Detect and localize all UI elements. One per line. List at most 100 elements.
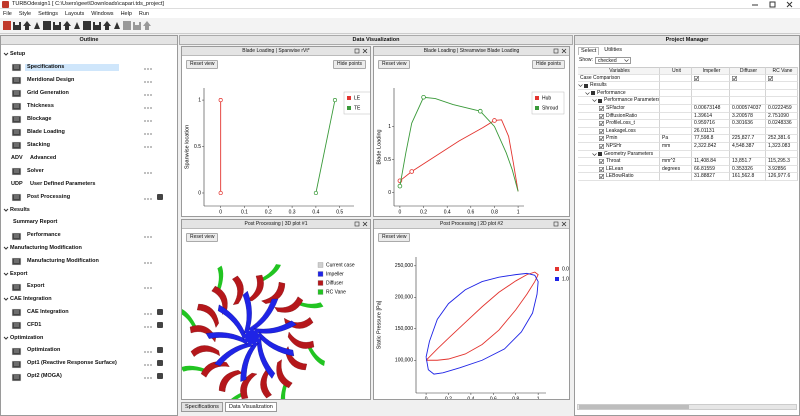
item-menu[interactable] xyxy=(144,197,152,201)
tree-item[interactable]: Thickness xyxy=(1,100,177,113)
checkbox[interactable] xyxy=(599,121,604,127)
item-menu[interactable] xyxy=(144,312,152,316)
checkbox[interactable] xyxy=(768,75,773,81)
item-menu[interactable] xyxy=(144,145,152,149)
toolbar-button[interactable] xyxy=(123,21,131,30)
menu-item[interactable]: Run xyxy=(138,10,149,17)
tree-item[interactable]: Opt1 (Reactive Response Surface) xyxy=(1,357,177,370)
section-header[interactable]: Optimization xyxy=(1,332,177,345)
item-menu[interactable] xyxy=(144,376,152,380)
item-menu[interactable] xyxy=(144,132,152,136)
checkbox[interactable] xyxy=(599,159,604,165)
section-header[interactable]: CAE Integration xyxy=(1,293,177,306)
item-menu[interactable] xyxy=(144,350,152,354)
close-button[interactable] xyxy=(561,48,567,54)
tree-item[interactable]: CFD1 xyxy=(1,319,177,332)
tree-item[interactable]: Meridional Design xyxy=(1,74,177,87)
toolbar-button[interactable] xyxy=(93,22,101,30)
expander[interactable] xyxy=(585,91,590,96)
filter-select[interactable]: checked xyxy=(595,57,631,64)
toolbar-button[interactable] xyxy=(13,22,21,30)
float-button[interactable] xyxy=(354,221,360,227)
item-menu[interactable] xyxy=(144,93,152,97)
toolbar-button[interactable] xyxy=(103,21,111,30)
button[interactable]: Reset view xyxy=(378,60,411,69)
close-button[interactable] xyxy=(786,1,793,8)
button[interactable]: Hide points xyxy=(332,60,366,69)
tree-item[interactable]: Manufacturing Modification xyxy=(1,255,177,268)
item-menu[interactable] xyxy=(144,67,152,71)
item-tool[interactable] xyxy=(157,321,163,328)
section-header[interactable]: Setup xyxy=(1,48,177,61)
tree-item[interactable]: Specifications xyxy=(1,61,177,74)
tab[interactable]: Utilities xyxy=(604,47,623,53)
menu-item[interactable]: Settings xyxy=(38,10,58,17)
scroll-thumb[interactable] xyxy=(579,405,689,409)
checkbox[interactable] xyxy=(694,75,699,81)
item-tool[interactable] xyxy=(157,347,163,353)
toolbar-button[interactable] xyxy=(143,21,151,30)
tree-item[interactable]: Optimization xyxy=(1,344,177,357)
toolbar-button[interactable] xyxy=(114,22,120,29)
close-button[interactable] xyxy=(561,221,567,227)
item-menu[interactable] xyxy=(144,261,152,265)
tree-item[interactable]: Post Processing xyxy=(1,191,177,204)
item-menu[interactable] xyxy=(144,235,152,239)
float-button[interactable] xyxy=(553,48,559,54)
checkbox[interactable] xyxy=(599,106,604,111)
tree-item[interactable]: ADV Advanced xyxy=(1,152,177,165)
button[interactable]: Reset view xyxy=(186,60,219,69)
item-menu[interactable] xyxy=(144,325,152,329)
checkbox[interactable] xyxy=(599,136,604,142)
item-tool[interactable] xyxy=(157,308,163,315)
item-menu[interactable] xyxy=(144,171,152,175)
tree-item[interactable]: Stacking xyxy=(1,139,177,152)
toolbar-button[interactable] xyxy=(133,22,141,30)
button[interactable]: Reset view xyxy=(378,233,411,242)
checkbox[interactable] xyxy=(599,113,604,119)
section-header[interactable]: Manufacturing Modification xyxy=(1,242,177,255)
close-button[interactable] xyxy=(362,48,368,54)
tree-item[interactable]: Export xyxy=(1,280,177,293)
tree-item[interactable]: Solver xyxy=(1,165,177,178)
expander[interactable] xyxy=(578,83,583,88)
checkbox[interactable] xyxy=(599,128,604,134)
tree-item[interactable]: Blade Loading xyxy=(1,126,177,139)
toolbar-button[interactable] xyxy=(53,22,61,30)
tab[interactable]: Data Visualization xyxy=(224,402,277,412)
tree-item[interactable]: Performance xyxy=(1,229,177,242)
tree-item[interactable]: Opt2 (MOGA) xyxy=(1,370,177,383)
expander[interactable] xyxy=(592,98,597,103)
button[interactable]: Reset view xyxy=(186,233,219,242)
toolbar-button[interactable] xyxy=(74,22,80,29)
expander[interactable] xyxy=(592,152,597,157)
item-menu[interactable] xyxy=(144,80,152,84)
item-menu[interactable] xyxy=(144,363,152,367)
menu-item[interactable]: Style xyxy=(18,10,32,17)
checkbox[interactable] xyxy=(599,166,604,172)
toolbar-button[interactable] xyxy=(43,21,51,30)
tab[interactable]: Specifications xyxy=(181,402,223,412)
maximize-button[interactable] xyxy=(769,1,776,8)
tab[interactable]: Select xyxy=(578,47,600,55)
item-tool[interactable] xyxy=(157,360,163,366)
item-menu[interactable] xyxy=(144,106,152,110)
menu-item[interactable]: Windows xyxy=(91,10,114,17)
toolbar-button[interactable] xyxy=(34,22,40,29)
close-button[interactable] xyxy=(362,221,368,227)
tree-item[interactable]: UDP User Defined Parameters xyxy=(1,178,177,191)
item-menu[interactable] xyxy=(144,286,152,290)
tree-item[interactable]: Grid Generation xyxy=(1,87,177,100)
toolbar-button[interactable] xyxy=(3,21,11,30)
item-tool[interactable] xyxy=(157,373,163,379)
tree-item[interactable]: Summary Report xyxy=(1,216,177,229)
float-button[interactable] xyxy=(354,48,360,54)
item-menu[interactable] xyxy=(144,119,152,123)
checkbox[interactable] xyxy=(599,144,604,149)
section-header[interactable]: Results xyxy=(1,204,177,217)
toolbar-button[interactable] xyxy=(23,21,31,30)
section-header[interactable]: Export xyxy=(1,268,177,281)
tree-item[interactable]: CAE Integration xyxy=(1,306,177,319)
tree-item[interactable]: Blockage xyxy=(1,113,177,126)
checkbox[interactable] xyxy=(732,75,737,81)
